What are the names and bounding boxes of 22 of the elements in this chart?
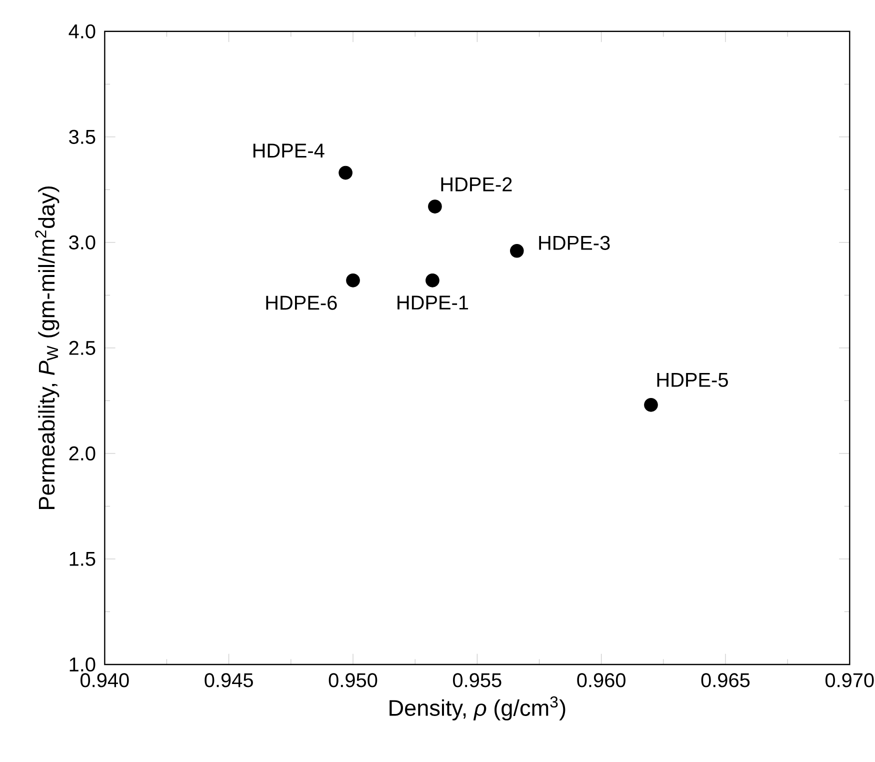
x-tick-label: 0.945 — [204, 673, 253, 688]
x-tick-label: 0.965 — [701, 673, 750, 688]
y-tick-label: 2.5 — [69, 340, 96, 355]
annotation: HDPE-6 — [266, 296, 337, 310]
x-tick-label: 0.950 — [328, 673, 378, 688]
y-tick-label: 1.0 — [70, 657, 96, 672]
x-tick-label: 0.955 — [453, 673, 502, 688]
y-tick-label: 3.5 — [69, 130, 96, 144]
x-tick-label: 0.970 — [825, 673, 874, 688]
annotation: HDPE-1 — [398, 296, 468, 310]
x-tick-label: 0.940 — [80, 673, 129, 688]
annotation: HDPE-5 — [657, 373, 728, 387]
y-axis-title: Permeability, P$_{W}$ (gm-mil/m$^{2}$day) — [35, 186, 60, 509]
y-tick-label: 2.0 — [69, 446, 96, 460]
x-tick-label: 0.960 — [577, 673, 626, 688]
annotation: HDPE-4 — [253, 144, 324, 158]
annotation: HDPE-3 — [539, 236, 610, 250]
annotation: HDPE-2 — [441, 177, 512, 192]
x-axis-title: Density, ρ (g/cm$^{3}$) — [390, 696, 566, 720]
y-tick-label: 1.5 — [70, 552, 96, 566]
y-tick-label: 3.0 — [69, 235, 96, 250]
y-tick-label: 4.0 — [68, 24, 96, 38]
